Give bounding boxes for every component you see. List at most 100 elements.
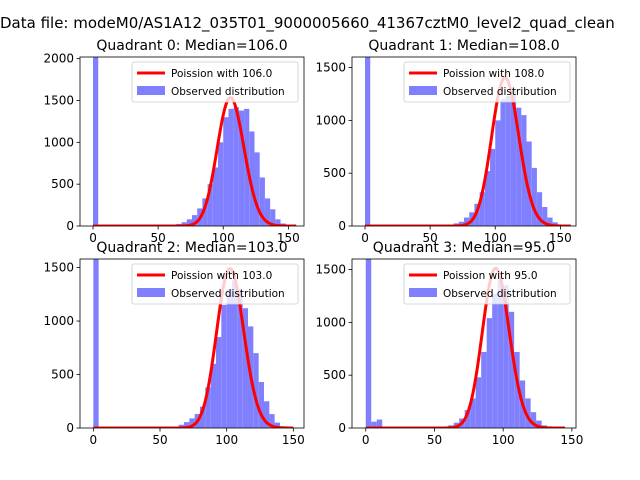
histogram-bar: [376, 419, 383, 428]
histogram-bar: [192, 215, 198, 226]
histogram-bar: [253, 353, 259, 428]
legend-box: [131, 61, 299, 103]
y-tick-label: 500: [51, 177, 74, 191]
legend-box: [131, 263, 299, 305]
y-tick-label: 500: [323, 166, 346, 180]
histogram-bar: [259, 177, 265, 226]
poisson-curve: [93, 267, 294, 428]
x-tick-label: 0: [90, 433, 98, 447]
histogram-bar: [254, 152, 260, 226]
x-tick-label: 150: [282, 433, 305, 447]
histogram-bar: [464, 410, 471, 428]
legend-label-observed: Observed distribution: [171, 288, 285, 300]
x-tick-label: 50: [427, 433, 442, 447]
subplot-title: Quadrant 0: Median=106.0: [96, 38, 287, 54]
histogram-bar: [495, 120, 501, 226]
histogram-bar: [464, 217, 470, 226]
y-tick-label: 500: [51, 368, 74, 382]
poisson-curve: [365, 266, 566, 428]
axes-frame: [79, 258, 305, 429]
legend-label-observed: Observed distribution: [443, 288, 557, 300]
subplot-title: Quadrant 3: Median=95.0: [373, 240, 555, 256]
x-tick-label: 50: [152, 433, 167, 447]
y-tick-label: 1500: [43, 94, 74, 108]
histogram-bar: [475, 377, 482, 428]
subplot-title: Quadrant 1: Median=108.0: [368, 38, 559, 54]
axes-frame: [351, 258, 577, 429]
y-tick-label: 500: [323, 368, 346, 382]
histogram-bar: [458, 221, 464, 226]
y-tick-label: 1500: [315, 61, 346, 75]
histogram-bar: [516, 107, 522, 226]
y-tick-label: 1000: [315, 113, 346, 127]
histogram-bar: [178, 424, 184, 428]
histogram-bar: [490, 148, 496, 226]
histogram-bar: [233, 107, 239, 226]
histogram-bar: [525, 398, 531, 428]
axes-frame: [351, 56, 577, 227]
x-tick-label: 0: [361, 231, 369, 245]
x-tick-label: 150: [277, 231, 300, 245]
histogram-bar: [510, 88, 517, 226]
histogram-bar: [365, 259, 372, 428]
histogram-bar: [536, 192, 543, 226]
histogram-bar: [228, 108, 234, 226]
histogram-bar: [365, 57, 371, 226]
x-tick-label: 150: [560, 433, 583, 447]
histogram-bar: [547, 217, 553, 226]
histogram-bar: [275, 219, 281, 226]
legend-bar-swatch: [137, 288, 165, 297]
histogram-bar: [238, 110, 245, 226]
legend-label-poisson: Poission with 108.0: [443, 68, 544, 80]
histogram-bar: [232, 280, 238, 428]
legend-label-poisson: Poission with 95.0: [443, 270, 538, 282]
histogram-bar: [242, 308, 248, 428]
histogram-bar: [264, 198, 271, 226]
histogram-bar: [514, 351, 520, 428]
histogram-bar: [93, 57, 99, 226]
legend-bar-swatch: [409, 288, 437, 297]
legend-label-observed: Observed distribution: [171, 86, 285, 98]
histogram-bar: [479, 192, 485, 226]
y-tick-label: 0: [338, 219, 346, 233]
histogram-bar: [184, 422, 190, 428]
histogram-bar: [274, 422, 280, 428]
legend-label-poisson: Poission with 103.0: [171, 270, 272, 282]
histogram-bar: [221, 304, 227, 428]
histogram-bar: [186, 219, 192, 226]
x-tick-label: 100: [212, 231, 235, 245]
plot-area: [92, 57, 297, 226]
histogram-bar: [212, 167, 219, 226]
histogram-bar: [536, 420, 542, 428]
legend-bar-swatch: [409, 86, 437, 95]
histogram-bar: [200, 406, 206, 428]
histogram-bar: [207, 184, 213, 226]
subplot-title: Quadrant 2: Median=103.0: [96, 240, 287, 256]
x-tick-label: 100: [492, 433, 515, 447]
legend-bar-swatch: [137, 86, 165, 95]
legend-box: [403, 263, 571, 305]
histogram-bar: [258, 382, 264, 428]
y-tick-label: 0: [338, 421, 346, 435]
histogram-bar: [216, 337, 222, 428]
histogram-bar: [486, 318, 493, 428]
histogram-bar: [205, 387, 211, 428]
y-tick-label: 0: [66, 219, 74, 233]
histogram-bar: [497, 280, 504, 428]
axes-frame: [79, 56, 305, 227]
histogram-bar: [202, 198, 208, 226]
histogram-bar: [218, 142, 224, 226]
histogram-bar: [181, 222, 187, 226]
histogram-bar: [508, 311, 515, 428]
histogram-bar: [505, 96, 511, 226]
y-tick-label: 1500: [43, 261, 74, 275]
plot-area: [93, 259, 294, 428]
legend: Poission with 95.0 Observed distribution: [403, 263, 571, 305]
histogram-bar: [531, 167, 537, 226]
histogram-bar: [470, 398, 476, 428]
x-tick-label: 0: [362, 433, 370, 447]
histogram-bar: [492, 293, 498, 428]
